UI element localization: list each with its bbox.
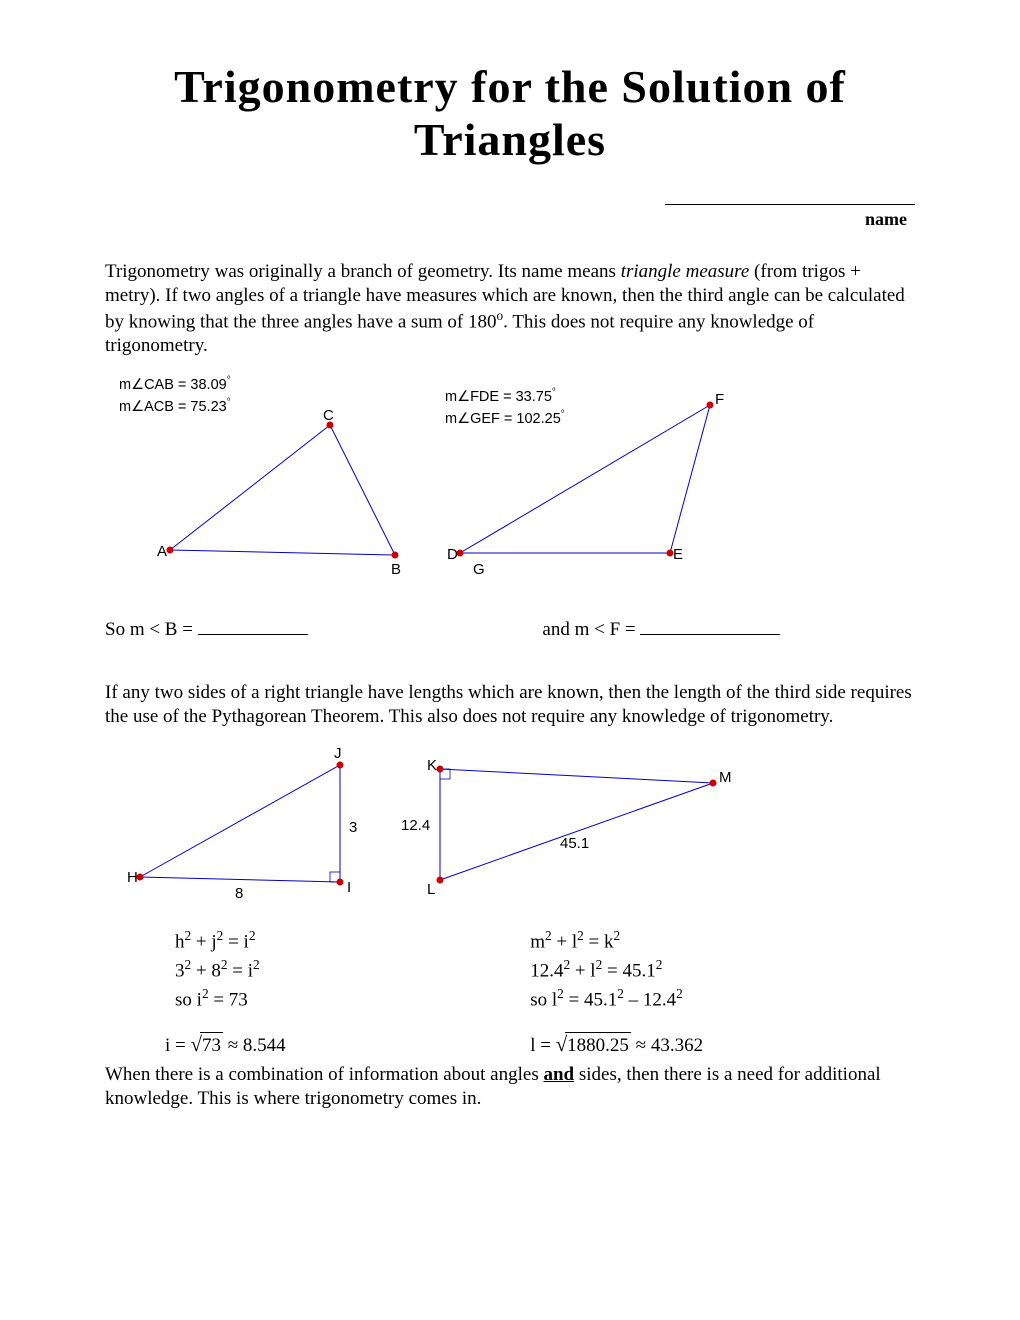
triangle-hij: H I J 8 3 (125, 747, 385, 907)
vertex-l: L (427, 881, 435, 898)
vertex-g: G (473, 561, 485, 578)
angle-cab-label: m∠CAB = 38.09° (119, 375, 231, 393)
name-label: name (105, 209, 915, 230)
vertex-c: C (323, 407, 334, 424)
math-row: h2 + j2 = i2 32 + 82 = i2 so i2 = 73 i =… (175, 927, 915, 1059)
side-hi: 8 (235, 885, 243, 902)
vertex-k: K (427, 757, 437, 774)
page-title: Trigonometry for the Solution of Triangl… (105, 60, 915, 166)
vertex-h: H (127, 869, 138, 886)
vertex-a: A (157, 543, 167, 560)
fill-f: and m < F = (542, 615, 915, 641)
math-left: h2 + j2 = i2 32 + 82 = i2 so i2 = 73 i =… (175, 927, 530, 1059)
vertex-i: I (347, 879, 351, 896)
triangle-klm-svg (405, 747, 745, 907)
math-right: m2 + l2 = k2 12.42 + l2 = 45.12 so l2 = … (530, 927, 915, 1059)
vertex-d: D (447, 546, 458, 563)
vertex-m: M (719, 769, 732, 786)
triangle-abc: m∠CAB = 38.09° m∠ACB = 75.23° A B C (105, 375, 415, 595)
angle-gef-label: m∠GEF = 102.25° (445, 409, 565, 427)
side-ij: 3 (349, 819, 357, 836)
fill-in-row: So m < B = and m < F = (105, 615, 915, 641)
side-lm: 45.1 (560, 835, 589, 852)
vertex-b: B (391, 561, 401, 578)
triangle-def: m∠FDE = 33.75° m∠GEF = 102.25° D E F G (435, 375, 765, 595)
diagrams-row-2: H I J 8 3 K L M 12.4 45.1 (125, 747, 915, 907)
angle-fde-label: m∠FDE = 33.75° (445, 387, 556, 405)
vertex-e: E (673, 546, 683, 563)
blank-b[interactable] (198, 615, 308, 635)
diagrams-row-1: m∠CAB = 38.09° m∠ACB = 75.23° A B C m∠FD… (105, 375, 915, 595)
triangle-klm: K L M 12.4 45.1 (405, 747, 745, 907)
page: Trigonometry for the Solution of Triangl… (0, 0, 1020, 1320)
name-blank-line (105, 184, 915, 205)
fill-b: So m < B = (105, 615, 542, 641)
p1-italic: triangle measure (621, 261, 750, 282)
paragraph-closing: When there is a combination of informati… (105, 1063, 915, 1111)
p1-a: Trigonometry was originally a branch of … (105, 261, 621, 282)
vertex-f: F (715, 391, 724, 408)
vertex-j: J (334, 745, 342, 762)
paragraph-pythag: If any two sides of a right triangle hav… (105, 681, 915, 729)
side-kl: 12.4 (401, 817, 430, 834)
triangle-hij-svg (125, 747, 385, 907)
paragraph-intro: Trigonometry was originally a branch of … (105, 260, 915, 357)
blank-f[interactable] (640, 615, 780, 635)
angle-acb-label: m∠ACB = 75.23° (119, 397, 231, 415)
name-underline[interactable] (665, 184, 915, 205)
